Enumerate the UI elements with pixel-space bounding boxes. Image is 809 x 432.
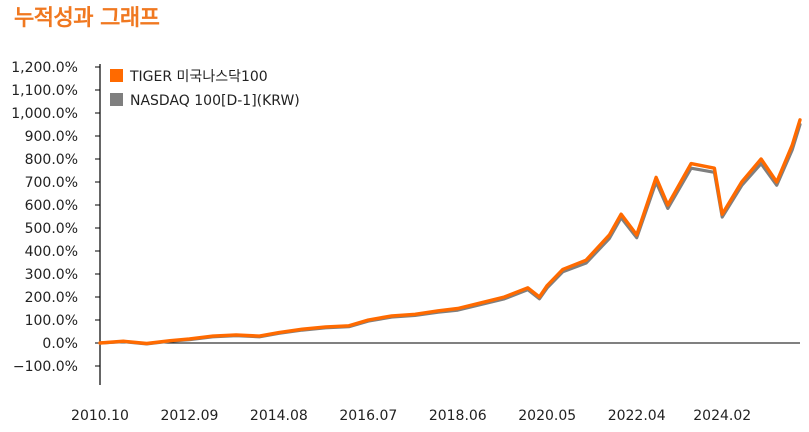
y-tick-label: 1,000.0% xyxy=(11,106,78,122)
y-tick-label: 700.0% xyxy=(25,175,78,191)
y-tick-label: 200.0% xyxy=(25,290,78,306)
legend-swatch-tiger xyxy=(110,69,123,82)
x-tick-label: 2014.08 xyxy=(250,408,308,424)
x-tick-label: 2022.04 xyxy=(608,408,666,424)
y-axis: 1,200.0% 1,100.0% 1,000.0% 900.0% 800.0% 700.… xyxy=(11,60,101,385)
legend: TIGER 미국나스닥100 NASDAQ 100[D-1](KRW) xyxy=(110,69,300,109)
y-tick-label: 800.0% xyxy=(25,152,78,168)
legend-label-tiger: TIGER 미국나스닥100 xyxy=(129,69,268,85)
y-tick-label: 600.0% xyxy=(25,198,78,214)
x-axis: 2010.10 2012.09 2014.08 2016.07 2018.06 2020.… xyxy=(71,342,800,424)
y-tick-label: 900.0% xyxy=(25,129,78,145)
y-tick-label: 500.0% xyxy=(25,221,78,237)
series-lines xyxy=(98,118,802,346)
y-tick-label: −100.0% xyxy=(13,359,78,375)
x-tick-label: 2016.07 xyxy=(339,408,397,424)
y-tick-label: 400.0% xyxy=(25,244,78,260)
x-tick-label: 2020.05 xyxy=(518,408,576,424)
x-tick-label: 2010.10 xyxy=(71,408,129,424)
x-tick-label: 2012.09 xyxy=(160,408,218,424)
y-tick-label: 1,100.0% xyxy=(11,83,78,99)
tiger-series-line xyxy=(98,118,802,346)
page-title: 누적성과 그래프 xyxy=(14,6,160,31)
legend-swatch-nasdaq xyxy=(110,93,123,106)
y-tick-label: 100.0% xyxy=(25,313,78,329)
legend-label-nasdaq: NASDAQ 100[D-1](KRW) xyxy=(130,93,300,109)
x-tick-label: 2024.02 xyxy=(693,408,751,424)
y-tick-label: 300.0% xyxy=(25,267,78,283)
x-tick-label: 2018.06 xyxy=(429,408,487,424)
y-tick-label: 0.0% xyxy=(42,336,78,352)
y-tick-label: 1,200.0% xyxy=(11,60,78,76)
